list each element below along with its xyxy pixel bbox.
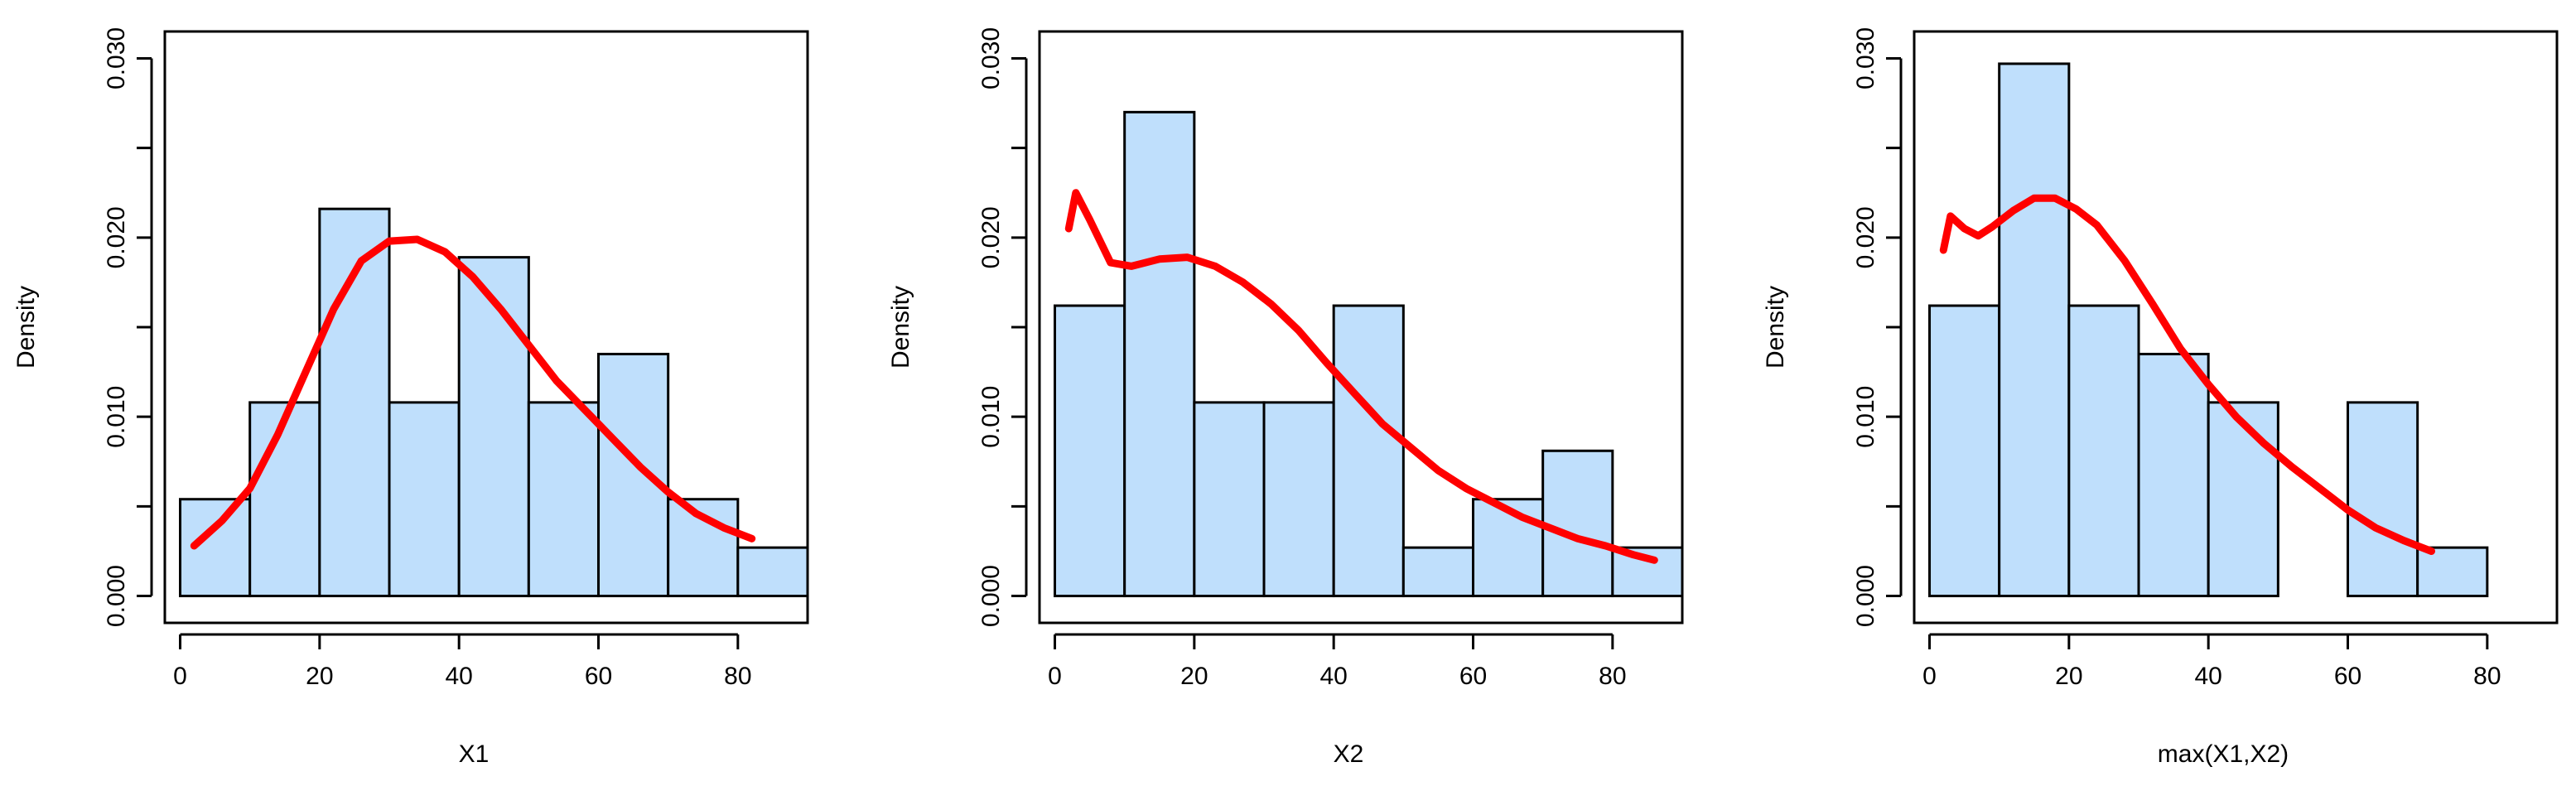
y-axis: 0.000 0.010 0.020 0.030 bbox=[103, 27, 153, 627]
bars bbox=[1928, 62, 2489, 598]
x-tick-label: 0 bbox=[1922, 663, 1937, 690]
y-tick-label: 0.000 bbox=[1852, 565, 1879, 627]
x-tick-label: 40 bbox=[2194, 663, 2221, 690]
histogram-bar bbox=[2137, 352, 2210, 598]
histogram-bar bbox=[457, 256, 530, 598]
histogram-bar bbox=[2347, 401, 2419, 598]
y-tick-label: 0.030 bbox=[103, 27, 130, 89]
histogram-bar bbox=[2416, 546, 2489, 598]
x-axis: 0 20 40 60 80 bbox=[173, 633, 752, 690]
density-curve bbox=[1064, 189, 1658, 564]
histogram-bar bbox=[179, 498, 252, 598]
x-tick-label: 60 bbox=[585, 663, 612, 690]
histogram-bar bbox=[527, 401, 601, 598]
histogram-bar bbox=[736, 546, 809, 598]
x-tick-label: 0 bbox=[1048, 663, 1062, 690]
x-axis: 0 20 40 60 80 bbox=[1922, 633, 2501, 690]
x-tick-label: 60 bbox=[1459, 663, 1487, 690]
histogram-bar bbox=[1472, 498, 1545, 598]
y-axis-title: Density bbox=[1762, 286, 1789, 369]
bars bbox=[1054, 110, 1684, 598]
histogram-bar bbox=[1193, 401, 1266, 598]
histogram-bar bbox=[2207, 401, 2279, 598]
x-tick-label: 40 bbox=[445, 663, 472, 690]
x-tick-label: 40 bbox=[1319, 663, 1347, 690]
y-tick-label: 0.030 bbox=[977, 27, 1005, 89]
x-tick-label: 20 bbox=[2055, 663, 2082, 690]
y-tick-label: 0.000 bbox=[103, 565, 130, 627]
y-axis-title: Density bbox=[12, 286, 40, 369]
x-axis-title: max(X1,X2) bbox=[2158, 740, 2289, 768]
y-tick-label: 0.020 bbox=[1852, 206, 1879, 268]
histogram-bar bbox=[1928, 304, 2001, 598]
histogram-bar bbox=[1123, 110, 1196, 598]
histogram-bar bbox=[1262, 401, 1335, 598]
density-curve bbox=[190, 235, 756, 550]
x-tick-label: 60 bbox=[2334, 663, 2361, 690]
x-axis: 0 20 40 60 80 bbox=[1048, 633, 1627, 690]
histogram-panel-2: 0.000 0.010 0.020 0.030 Density 0 20 40 60 80 X2 bbox=[887, 27, 1684, 768]
histogram-panel-1: 0.000 0.010 0.020 0.030 Density 0 20 40 60 80 X1 bbox=[12, 27, 809, 768]
y-tick-label: 0.000 bbox=[977, 565, 1005, 627]
plot-frame bbox=[163, 30, 809, 625]
histogram-bar bbox=[1401, 546, 1475, 598]
y-tick-label: 0.020 bbox=[977, 206, 1005, 268]
x-tick-label: 80 bbox=[2473, 663, 2501, 690]
y-axis-title: Density bbox=[887, 286, 914, 369]
y-tick-label: 0.010 bbox=[1852, 386, 1879, 448]
histogram-bar bbox=[1541, 449, 1614, 598]
x-axis-title: X1 bbox=[459, 740, 490, 768]
y-tick-label: 0.030 bbox=[1852, 27, 1879, 89]
x-axis-title: X2 bbox=[1334, 740, 1364, 768]
histogram-panel-3: 0.000 0.010 0.020 0.030 Density 0 20 40 60 80 max(… bbox=[1762, 27, 2559, 768]
histogram-bar bbox=[388, 401, 461, 598]
plot-frame bbox=[1038, 30, 1684, 625]
plot-frame bbox=[1913, 30, 2559, 625]
x-tick-label: 80 bbox=[1599, 663, 1626, 690]
bars bbox=[179, 207, 809, 598]
histogram-bar bbox=[1332, 304, 1405, 598]
x-tick-label: 0 bbox=[173, 663, 187, 690]
density-curve bbox=[1939, 194, 2435, 555]
histogram-bar bbox=[1998, 62, 2071, 598]
y-tick-label: 0.020 bbox=[103, 206, 130, 268]
y-tick-label: 0.010 bbox=[977, 386, 1005, 448]
y-tick-label: 0.010 bbox=[103, 386, 130, 448]
histogram-bar bbox=[597, 352, 670, 598]
histogram-bar bbox=[2067, 304, 2140, 598]
histogram-bar bbox=[248, 401, 321, 598]
histogram-bar bbox=[1054, 304, 1126, 598]
x-tick-label: 20 bbox=[1180, 663, 1208, 690]
y-axis: 0.000 0.010 0.020 0.030 bbox=[1852, 27, 1903, 627]
y-axis: 0.000 0.010 0.020 0.030 bbox=[977, 27, 1028, 627]
x-tick-label: 20 bbox=[306, 663, 333, 690]
x-tick-label: 80 bbox=[724, 663, 751, 690]
